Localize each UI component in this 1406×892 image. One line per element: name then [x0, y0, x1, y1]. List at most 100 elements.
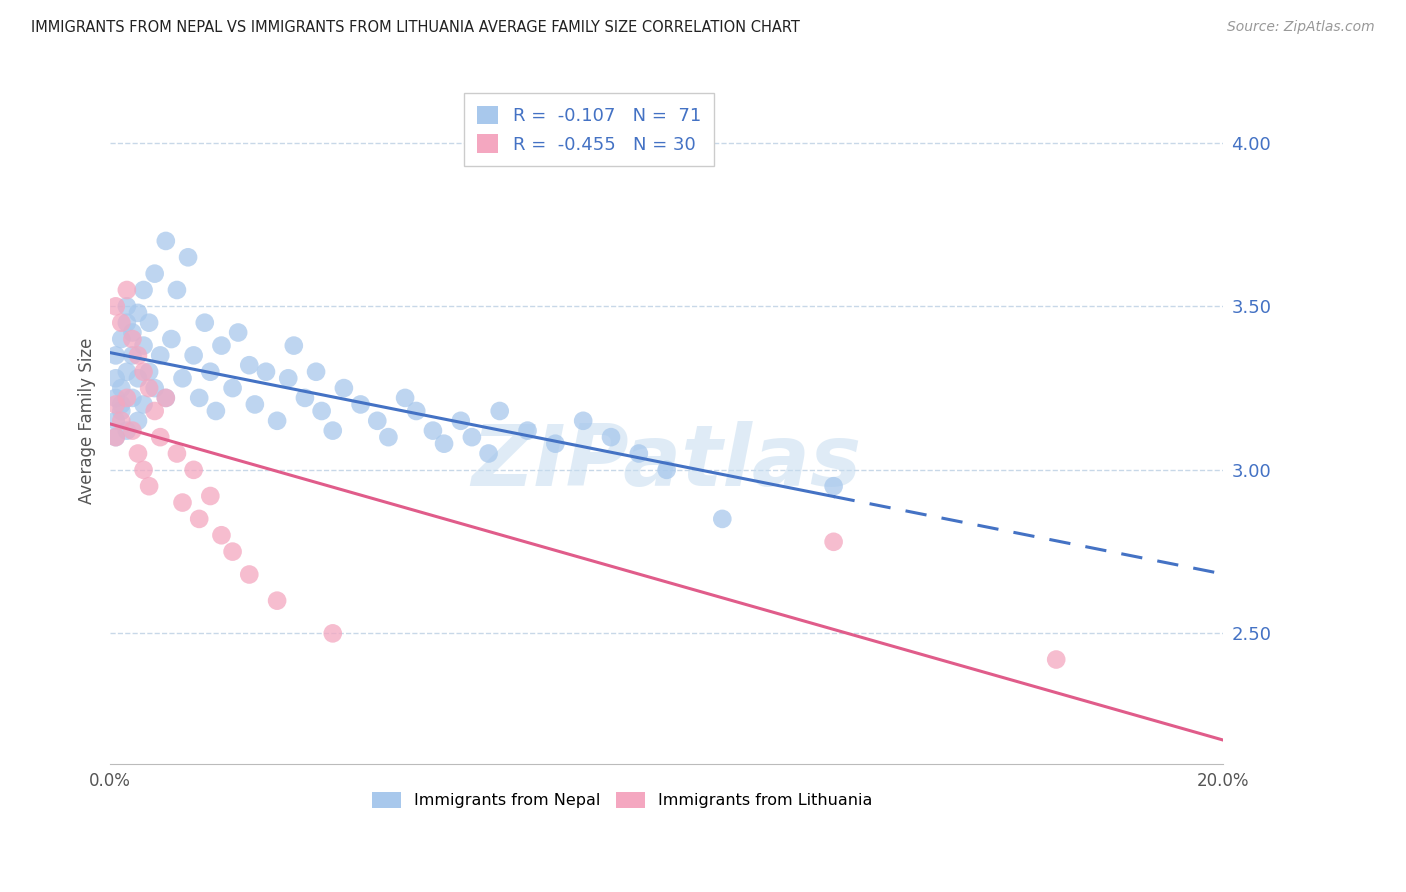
Point — [104, 348, 127, 362]
Point — [155, 391, 177, 405]
Point — [160, 332, 183, 346]
Point — [104, 430, 127, 444]
Point — [243, 397, 266, 411]
Point — [305, 365, 328, 379]
Point — [544, 436, 567, 450]
Point — [488, 404, 510, 418]
Point — [110, 397, 132, 411]
Point — [121, 332, 143, 346]
Point — [104, 371, 127, 385]
Point — [177, 250, 200, 264]
Point — [405, 404, 427, 418]
Point — [121, 326, 143, 340]
Point — [711, 512, 734, 526]
Point — [155, 391, 177, 405]
Point — [477, 446, 499, 460]
Point — [115, 299, 138, 313]
Point — [115, 424, 138, 438]
Point — [143, 404, 166, 418]
Text: Source: ZipAtlas.com: Source: ZipAtlas.com — [1227, 20, 1375, 34]
Y-axis label: Average Family Size: Average Family Size — [79, 337, 96, 504]
Point — [104, 430, 127, 444]
Point — [132, 365, 155, 379]
Point — [132, 463, 155, 477]
Point — [149, 430, 172, 444]
Point — [349, 397, 371, 411]
Point — [127, 348, 149, 362]
Point — [516, 424, 538, 438]
Point — [322, 626, 344, 640]
Point — [422, 424, 444, 438]
Point — [238, 358, 260, 372]
Point — [121, 348, 143, 362]
Point — [311, 404, 333, 418]
Point — [127, 371, 149, 385]
Point — [115, 365, 138, 379]
Point — [600, 430, 623, 444]
Point — [115, 391, 138, 405]
Point — [110, 381, 132, 395]
Point — [205, 404, 228, 418]
Point — [188, 512, 211, 526]
Point — [211, 528, 233, 542]
Point — [322, 424, 344, 438]
Point — [132, 283, 155, 297]
Point — [104, 397, 127, 411]
Point — [138, 316, 160, 330]
Text: IMMIGRANTS FROM NEPAL VS IMMIGRANTS FROM LITHUANIA AVERAGE FAMILY SIZE CORRELATI: IMMIGRANTS FROM NEPAL VS IMMIGRANTS FROM… — [31, 20, 800, 35]
Point — [115, 316, 138, 330]
Point — [377, 430, 399, 444]
Point — [110, 332, 132, 346]
Point — [166, 446, 188, 460]
Point — [226, 326, 249, 340]
Point — [121, 391, 143, 405]
Point — [183, 463, 205, 477]
Point — [1045, 652, 1067, 666]
Point — [127, 414, 149, 428]
Point — [110, 414, 132, 428]
Point — [138, 479, 160, 493]
Point — [149, 348, 172, 362]
Point — [823, 534, 845, 549]
Point — [188, 391, 211, 405]
Point — [221, 381, 243, 395]
Point — [110, 316, 132, 330]
Point — [172, 371, 194, 385]
Point — [138, 365, 160, 379]
Point — [104, 414, 127, 428]
Point — [294, 391, 316, 405]
Point — [172, 495, 194, 509]
Point — [104, 391, 127, 405]
Point — [143, 267, 166, 281]
Point — [143, 381, 166, 395]
Point — [132, 338, 155, 352]
Point — [266, 414, 288, 428]
Point — [266, 593, 288, 607]
Point — [127, 306, 149, 320]
Point — [627, 446, 650, 460]
Point — [132, 397, 155, 411]
Point — [572, 414, 595, 428]
Point — [104, 299, 127, 313]
Point — [433, 436, 456, 450]
Point — [155, 234, 177, 248]
Text: ZIPatlas: ZIPatlas — [471, 420, 862, 503]
Point — [200, 365, 222, 379]
Point — [211, 338, 233, 352]
Legend: Immigrants from Nepal, Immigrants from Lithuania: Immigrants from Nepal, Immigrants from L… — [366, 785, 879, 814]
Point — [127, 446, 149, 460]
Point — [200, 489, 222, 503]
Point — [194, 316, 217, 330]
Point — [366, 414, 388, 428]
Point — [283, 338, 305, 352]
Point — [254, 365, 277, 379]
Point — [110, 404, 132, 418]
Point — [138, 381, 160, 395]
Point — [221, 544, 243, 558]
Point — [394, 391, 416, 405]
Point — [277, 371, 299, 385]
Point — [655, 463, 678, 477]
Point — [823, 479, 845, 493]
Point — [450, 414, 472, 428]
Point — [333, 381, 356, 395]
